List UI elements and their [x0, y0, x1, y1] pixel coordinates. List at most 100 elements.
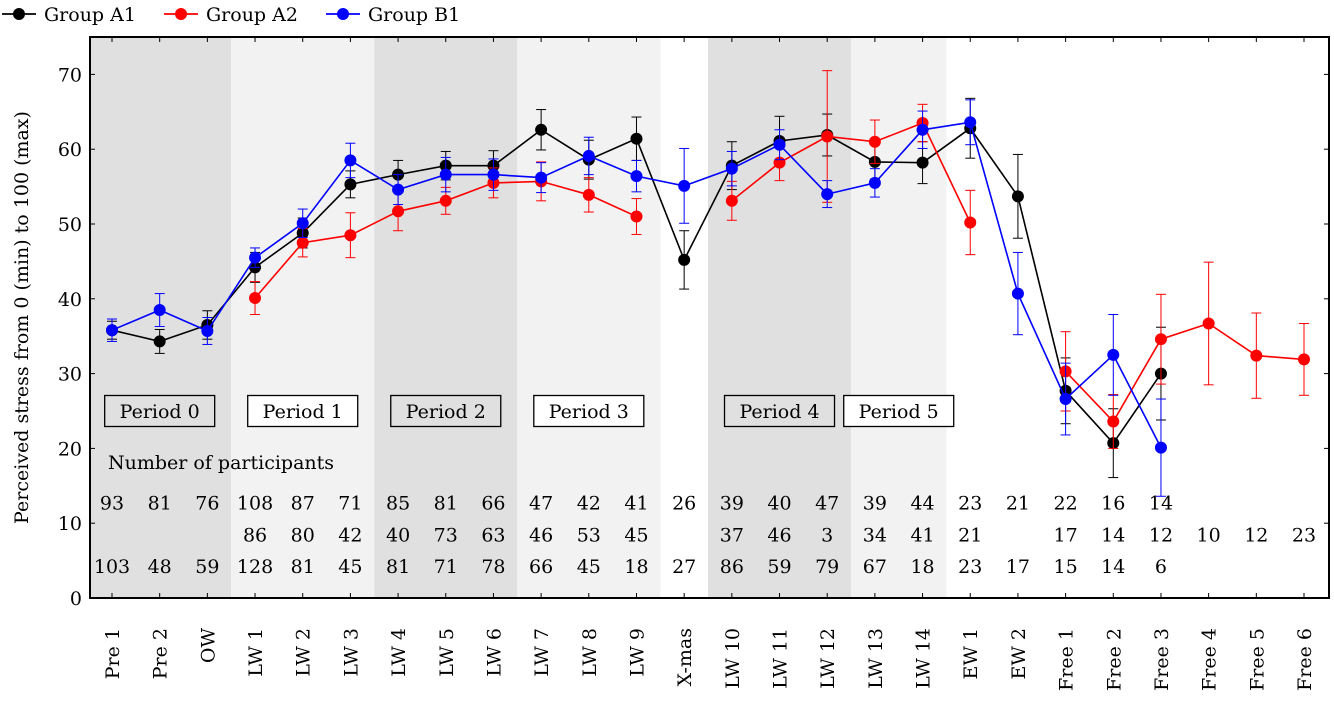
participant-count: 46: [529, 524, 553, 546]
x-tick-label: LW 3: [340, 628, 362, 677]
participant-count: 39: [720, 492, 744, 514]
data-point: [868, 176, 881, 189]
period-label-box: [104, 394, 216, 428]
data-point: [1107, 348, 1120, 361]
period-band: [231, 37, 375, 598]
participant-count: 12: [1149, 524, 1173, 546]
participant-count: 93: [100, 492, 124, 514]
data-point: [392, 183, 405, 196]
participant-count: 87: [291, 492, 315, 514]
y-tick-label: 50: [58, 214, 82, 236]
participant-count: 76: [195, 492, 219, 514]
x-tick-label: EW 2: [1008, 628, 1030, 680]
participant-count: 37: [720, 524, 744, 546]
data-point: [1107, 415, 1120, 428]
participant-count: 47: [815, 492, 839, 514]
period-label-box: [723, 394, 836, 428]
data-point: [964, 216, 977, 229]
participant-count: 78: [481, 556, 505, 578]
participant-count: 85: [386, 492, 410, 514]
participant-count: 23: [1292, 524, 1316, 546]
y-tick-label: 0: [70, 588, 82, 610]
participant-count: 80: [291, 524, 315, 546]
plot-frame: [89, 36, 1330, 599]
participant-count: 46: [767, 524, 791, 546]
participant-count: 14: [1149, 492, 1173, 514]
participant-count: 40: [386, 524, 410, 546]
period-label: Period 0: [120, 401, 200, 423]
data-point: [678, 179, 691, 192]
participant-count: 3: [821, 524, 833, 546]
data-point: [296, 217, 309, 230]
participant-count: 59: [767, 556, 791, 578]
period-label: Period 3: [549, 401, 629, 423]
period-band: [851, 37, 947, 598]
data-point: [1298, 353, 1310, 366]
data-point: [1059, 393, 1072, 406]
x-tick-label: LW 9: [626, 628, 648, 677]
x-axis: Pre 1 Pre 2 OW LW 1 LW 2 LW 3 LW 4 LW 5 LW 6 LW 7…: [102, 37, 1316, 691]
participant-count: 73: [434, 524, 458, 546]
data-point: [916, 156, 929, 169]
data-point: [773, 138, 786, 151]
data-point: [439, 168, 452, 181]
participant-count: 18: [624, 556, 648, 578]
data-point: [1011, 287, 1024, 300]
data-point: [1154, 333, 1167, 346]
participant-count: 103: [94, 556, 130, 578]
participant-counts: Number of participants 93 81 76 108 87 71 85 81 6…: [94, 452, 1316, 578]
data-point: [630, 170, 643, 183]
participant-count: 79: [815, 556, 839, 578]
x-tick-label: OW: [197, 628, 219, 664]
period-label-box: [533, 394, 645, 428]
data-point: [487, 168, 500, 181]
period-label: Period 5: [859, 401, 939, 423]
x-tick-label: LW 12: [817, 628, 839, 689]
participant-count: 21: [958, 524, 982, 546]
x-tick-label: LW 14: [913, 628, 935, 689]
participant-count: 59: [195, 556, 219, 578]
x-tick-label: Free 5: [1246, 628, 1268, 691]
x-tick-label: EW 1: [960, 628, 982, 680]
participant-count: 14: [1101, 524, 1125, 546]
legend-marker: [337, 8, 349, 20]
participant-count: 45: [624, 524, 648, 546]
data-point: [725, 194, 738, 207]
series-group-b1: [106, 99, 1167, 497]
y-tick-label: 40: [58, 289, 82, 311]
participant-count: 17: [1054, 524, 1078, 546]
data-point: [201, 324, 214, 337]
participant-count: 12: [1244, 524, 1268, 546]
x-tick-label: LW 1: [245, 628, 267, 677]
data-point: [1011, 190, 1024, 203]
participant-count: 53: [577, 524, 601, 546]
participant-count: 40: [767, 492, 791, 514]
data-point: [535, 171, 548, 184]
period-labels: Period 0 Period 1 Period 2 Period 3 Period 4…: [104, 394, 955, 428]
x-tick-label: LW 2: [293, 628, 315, 677]
participant-count: 47: [529, 492, 553, 514]
participant-count: 108: [237, 492, 273, 514]
x-tick-label: LW 6: [483, 628, 505, 677]
participant-count: 66: [529, 556, 553, 578]
participant-count: 48: [148, 556, 172, 578]
participant-count: 42: [338, 524, 362, 546]
data-series: [106, 70, 1310, 497]
participant-count: 14: [1101, 556, 1125, 578]
legend-marker: [175, 8, 187, 20]
data-point: [582, 188, 595, 201]
x-tick-label: X-mas: [674, 628, 696, 686]
period-label-box: [390, 394, 502, 428]
x-tick-label: Free 2: [1103, 628, 1125, 691]
participant-count: 39: [863, 492, 887, 514]
data-point: [249, 251, 262, 264]
y-axis-label: Perceived stress from 0 (min) to 100 (ma…: [11, 111, 33, 524]
participant-count: 16: [1101, 492, 1125, 514]
participant-count: 34: [863, 524, 887, 546]
data-point: [106, 324, 118, 337]
data-point: [392, 205, 405, 218]
data-point: [439, 194, 452, 207]
participant-count: 81: [386, 556, 410, 578]
participant-count: 81: [291, 556, 315, 578]
participant-count: 45: [577, 556, 601, 578]
